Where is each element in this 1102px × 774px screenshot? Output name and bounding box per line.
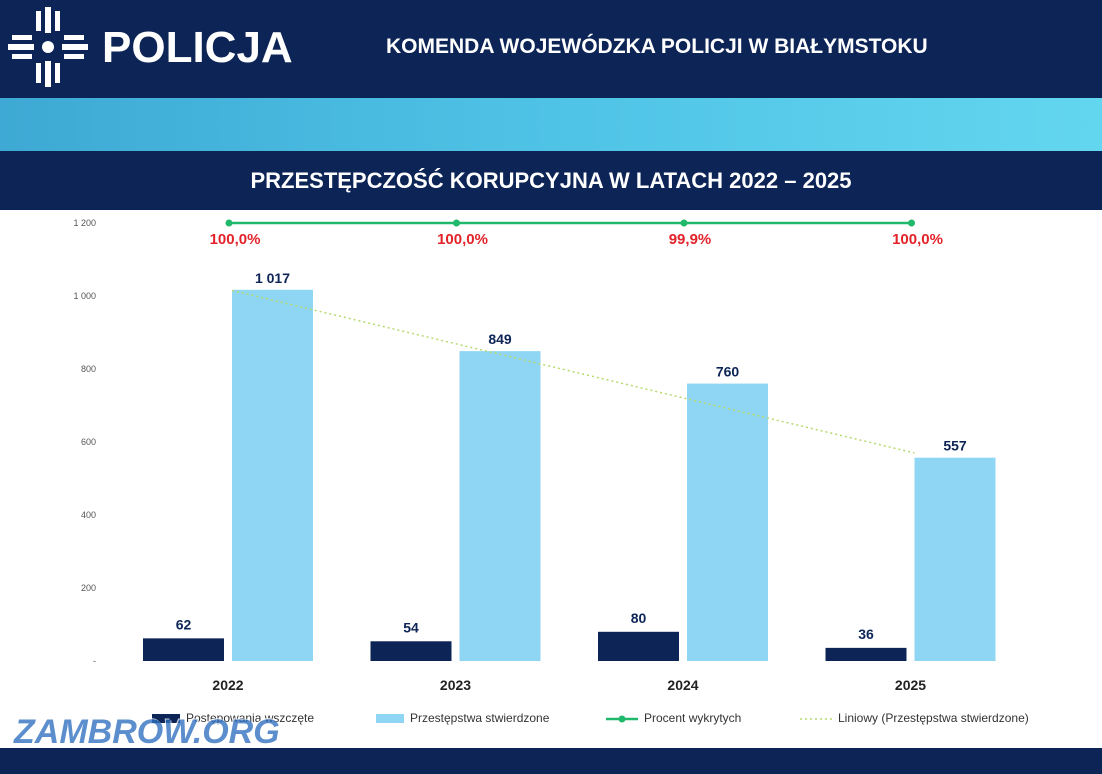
x-tick-label: 2023 [440,677,471,693]
x-tick-label: 2024 [667,677,698,693]
data-label: 849 [488,331,512,347]
percent-point [680,219,688,227]
legend-label: Przestępstwa stwierdzone [410,711,550,725]
x-tick-label: 2025 [895,677,926,693]
accent-band [0,98,1102,151]
legend-label: Postępowania wszczęte [186,711,314,725]
police-star-icon [8,7,88,87]
percent-point [453,219,460,227]
bar-przestepstwa-stwierdzone [687,383,768,661]
organization-name: KOMENDA WOJEWÓDZKA POLICJI W BIAŁYMSTOKU [386,35,928,58]
bar-postepowania-wszczete [598,631,679,661]
brand-name: POLICJA [102,23,293,72]
legend-swatch-procent-point [618,715,626,723]
data-label: 1 017 [255,270,290,286]
bar-przestepstwa-stwierdzone [232,289,313,661]
footer-bar [0,748,1102,774]
percent-label: 100,0% [210,231,261,248]
bar-postepowania-wszczete [370,641,452,661]
bar-przestepstwa-stwierdzone [459,351,541,661]
legend-label: Procent wykrytych [644,711,741,725]
bar-postepowania-wszczete [143,638,224,661]
y-tick-label: 200 [81,583,96,593]
y-tick-label: 400 [81,510,96,520]
bar-postepowania-wszczete [825,647,907,661]
watermark: ZAMBROW.ORG [14,713,280,751]
chart-title: PRZESTĘPCZOŚĆ KORUPCYJNA W LATACH 2022 –… [250,168,852,193]
y-tick-label: 800 [81,364,96,374]
y-tick-label: 600 [81,437,96,447]
data-label: 557 [943,438,967,454]
bar-przestepstwa-stwierdzone [914,457,996,661]
percent-point [908,219,915,227]
data-label: 36 [858,626,874,642]
percent-point [225,219,233,227]
trendline [231,289,915,454]
title-bar [0,151,1102,210]
x-tick-label: 2022 [212,677,243,693]
data-label: 760 [716,364,740,380]
percent-label: 100,0% [892,231,943,248]
y-tick-label: 1 200 [73,218,96,228]
data-label: 62 [176,616,192,632]
legend-swatch-postepowania [152,714,180,723]
percent-label: 99,9% [669,231,712,248]
y-tick-label: - [93,656,96,666]
y-tick-label: 1 000 [73,291,96,301]
percent-label: 100,0% [437,231,488,248]
data-label: 80 [631,610,647,626]
chart: - 200 400 600 800 1 000 1 200 62 1 017 2022 54 849 2… [73,218,1029,725]
legend-label: Liniowy (Przestępstwa stwierdzone) [838,711,1029,725]
data-label: 54 [403,619,419,635]
header-bar [0,0,1102,98]
legend-swatch-przestepstwa [376,714,404,723]
